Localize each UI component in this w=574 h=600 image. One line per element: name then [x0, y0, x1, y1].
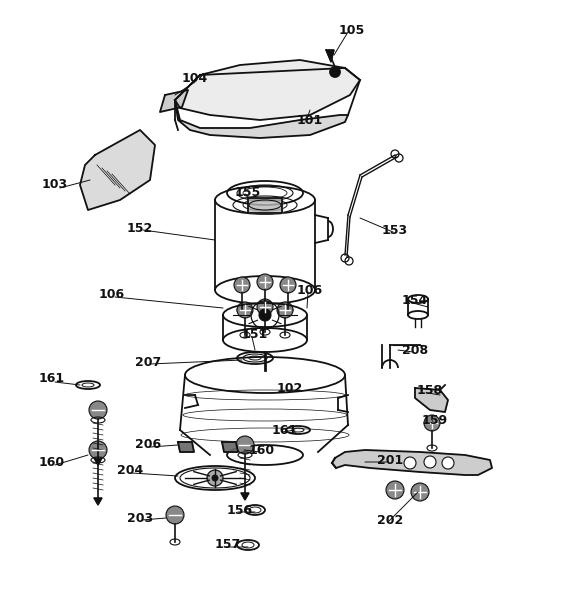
Circle shape: [411, 483, 429, 501]
Circle shape: [386, 481, 404, 499]
Text: 158: 158: [417, 383, 443, 397]
Circle shape: [237, 302, 253, 318]
Text: 203: 203: [127, 511, 153, 524]
Text: 104: 104: [182, 71, 208, 85]
Circle shape: [259, 309, 271, 321]
Polygon shape: [94, 498, 102, 505]
Text: 160: 160: [39, 455, 65, 469]
Circle shape: [212, 475, 218, 481]
Text: 207: 207: [135, 355, 161, 368]
Text: 152: 152: [127, 221, 153, 235]
Text: 161: 161: [272, 424, 298, 437]
Circle shape: [424, 456, 436, 468]
Circle shape: [404, 457, 416, 469]
Circle shape: [257, 274, 273, 290]
Circle shape: [280, 277, 296, 293]
Polygon shape: [178, 442, 194, 452]
Text: 161: 161: [39, 371, 65, 385]
Circle shape: [207, 470, 223, 486]
Polygon shape: [248, 198, 282, 213]
Text: 202: 202: [377, 514, 403, 527]
Text: 105: 105: [339, 23, 365, 37]
Circle shape: [442, 457, 454, 469]
Text: 156: 156: [227, 503, 253, 517]
Text: 151: 151: [242, 329, 268, 341]
Polygon shape: [94, 458, 102, 465]
Circle shape: [166, 506, 184, 524]
Text: 157: 157: [215, 539, 241, 551]
Text: 103: 103: [42, 179, 68, 191]
Circle shape: [330, 67, 340, 77]
Text: 201: 201: [377, 454, 403, 467]
Polygon shape: [160, 90, 188, 112]
Text: 206: 206: [135, 439, 161, 451]
Text: 155: 155: [235, 185, 261, 199]
Circle shape: [234, 277, 250, 293]
Circle shape: [89, 401, 107, 419]
Text: 101: 101: [297, 113, 323, 127]
Text: 153: 153: [382, 223, 408, 236]
Polygon shape: [175, 60, 360, 120]
Circle shape: [424, 415, 440, 431]
Polygon shape: [332, 450, 492, 475]
Polygon shape: [175, 100, 348, 138]
Circle shape: [257, 299, 273, 315]
Polygon shape: [415, 388, 448, 412]
Text: 106: 106: [99, 289, 125, 301]
Text: 208: 208: [402, 343, 428, 356]
Polygon shape: [80, 130, 155, 210]
Text: 159: 159: [422, 413, 448, 427]
Circle shape: [89, 441, 107, 459]
Text: 154: 154: [402, 293, 428, 307]
Polygon shape: [222, 442, 238, 452]
Text: 204: 204: [117, 463, 143, 476]
Polygon shape: [326, 50, 334, 62]
Circle shape: [236, 436, 254, 454]
Text: 106: 106: [297, 283, 323, 296]
Text: 160: 160: [249, 443, 275, 457]
Circle shape: [277, 302, 293, 318]
Text: 102: 102: [277, 382, 303, 395]
Polygon shape: [241, 493, 249, 500]
